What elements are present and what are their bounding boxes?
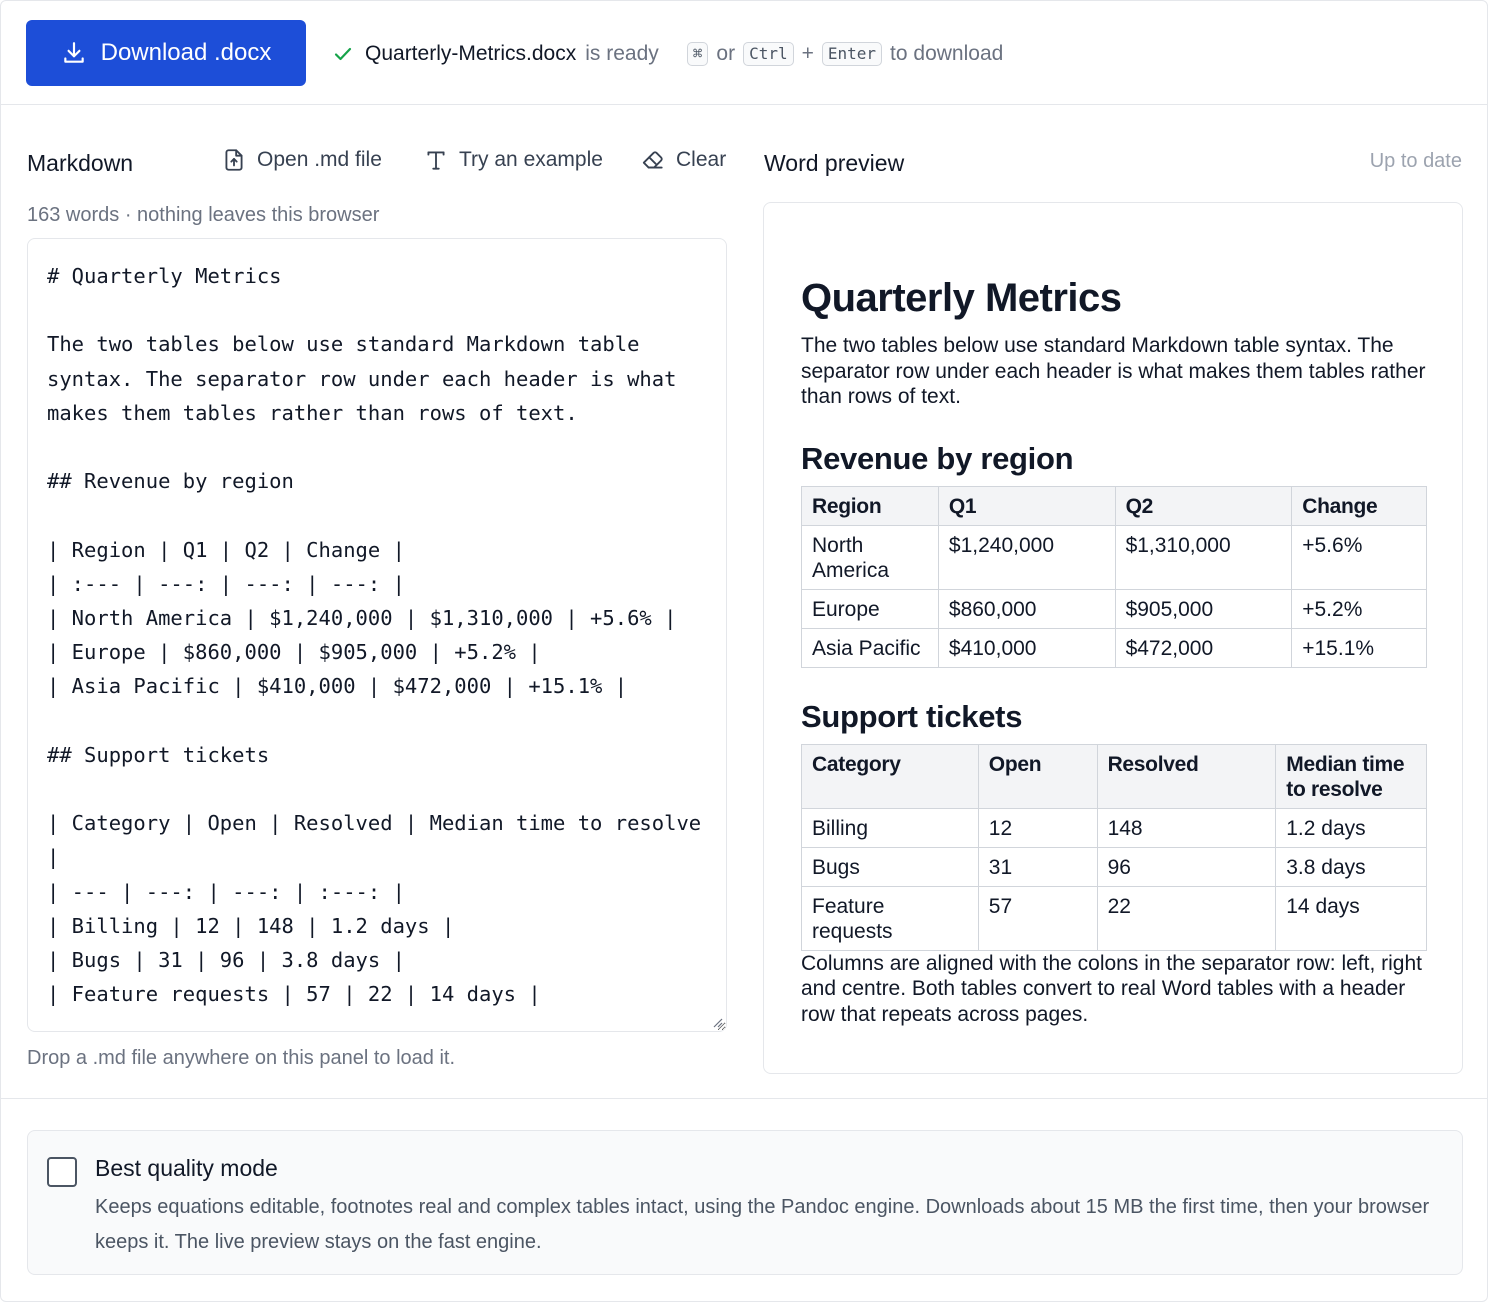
table-cell: $410,000 [937, 627, 1116, 668]
download-docx-button[interactable]: Download .docx [26, 20, 306, 86]
doc-intro-paragraph: The two tables below use standard Markdo… [801, 334, 1426, 408]
table-cell: 1.2 days [1275, 807, 1427, 848]
table-cell: +15.1% [1291, 627, 1427, 668]
doc-closing-paragraph: Columns are aligned with the colons in t… [801, 951, 1422, 1026]
table-row: Europe $860,000 $905,000 +5.2% [801, 588, 1427, 629]
preview-pane-title: Word preview [764, 150, 905, 176]
quality-mode-panel: Best quality mode Keeps equations editab… [27, 1130, 1463, 1275]
table-cell: Europe [801, 588, 939, 629]
drop-hint: Drop a .md file anywhere on this panel t… [27, 1047, 456, 1069]
eraser-icon [642, 151, 663, 169]
table-cell: 148 [1096, 807, 1277, 848]
file-upload-icon [225, 149, 243, 171]
try-example-label: Try an example [459, 148, 603, 171]
table-row: Feature requests 57 22 14 days [801, 885, 1427, 951]
table-header-cell: Change [1291, 485, 1427, 526]
table-cell: 14 days [1275, 885, 1427, 951]
support-table: Category Open Resolved Median time to re… [801, 743, 1427, 951]
best-quality-description: Keeps equations editable, footnotes real… [95, 1196, 1430, 1253]
kbd-cmd: ⌘ [686, 42, 709, 66]
revenue-table: Region Q1 Q2 Change North America $1,240… [801, 485, 1427, 668]
download-status: Quarterly-Metrics.docx is ready ⌘ or Ctr… [331, 39, 1011, 69]
kbd-ctrl: Ctrl [743, 42, 794, 66]
resize-grip-icon[interactable] [711, 1016, 723, 1028]
shortcut-suffix: to download [890, 42, 1004, 65]
table-row: Asia Pacific $410,000 $472,000 +15.1% [801, 627, 1427, 668]
preview-status: Up to date [1369, 150, 1462, 172]
clear-button[interactable]: Clear [640, 147, 726, 173]
table-header-cell: Q2 [1114, 485, 1293, 526]
cell-text: Feature requests [812, 894, 893, 943]
table-cell: Bugs [801, 846, 979, 887]
status-text: is ready [585, 42, 659, 65]
shortcut-or: or [716, 42, 736, 65]
table-cell: 57 [977, 885, 1098, 951]
table-cell: Feature requests [801, 885, 979, 951]
table-row: North America $1,240,000 $1,310,000 +5.6… [801, 524, 1427, 590]
cell-text: North America [812, 533, 890, 582]
section-divider [1, 1098, 1487, 1099]
word-preview-panel: Quarterly Metrics The two tables below u… [763, 202, 1463, 1074]
doc-heading-1: Quarterly Metrics [801, 276, 1122, 320]
doc-heading-revenue: Revenue by region [801, 440, 1074, 476]
table-cell: +5.2% [1291, 588, 1427, 629]
table-cell: Billing [801, 807, 979, 848]
try-example-button[interactable]: Try an example [423, 147, 603, 173]
clear-label: Clear [676, 148, 727, 171]
table-cell: $860,000 [937, 588, 1116, 629]
table-cell: +5.6% [1291, 524, 1427, 590]
table-row: Billing 12 148 1.2 days [801, 807, 1427, 848]
word-count-meta: 163 words · nothing leaves this browser [27, 204, 380, 226]
table-header-cell: Category [801, 743, 979, 809]
best-quality-checkbox[interactable] [47, 1157, 77, 1187]
doc-heading-support: Support tickets [801, 698, 1023, 734]
table-cell: 96 [1096, 846, 1277, 887]
table-cell: $472,000 [1114, 627, 1293, 668]
table-row: Bugs 31 96 3.8 days [801, 846, 1427, 887]
download-button-label: Download .docx [100, 39, 272, 66]
table-cell: $905,000 [1114, 588, 1293, 629]
table-cell: 3.8 days [1275, 846, 1427, 887]
table-cell: $1,240,000 [937, 524, 1116, 590]
table-cell: $1,310,000 [1114, 524, 1293, 590]
markdown-pane-title: Markdown [27, 150, 134, 176]
table-header-cell: Open [977, 743, 1098, 809]
download-icon [63, 42, 84, 63]
kbd-enter: Enter [821, 42, 883, 66]
top-bar: Download .docx Quarterly-Metrics.docx is… [1, 1, 1487, 105]
table-cell: 12 [977, 807, 1098, 848]
open-md-file-button[interactable]: Open .md file [221, 147, 382, 173]
table-header-cell: Median time to resolve [1275, 743, 1427, 809]
table-header-cell: Resolved [1096, 743, 1277, 809]
table-cell: North America [801, 524, 939, 590]
preview-document: Quarterly Metrics The two tables below u… [801, 273, 1427, 1027]
table-cell: 22 [1096, 885, 1277, 951]
table-header-cell: Q1 [937, 485, 1116, 526]
best-quality-title[interactable]: Best quality mode [95, 1155, 278, 1181]
table-header-row: Category Open Resolved Median time to re… [801, 743, 1427, 809]
table-header-row: Region Q1 Q2 Change [801, 485, 1427, 526]
text-icon [427, 151, 445, 170]
markdown-editor[interactable]: # Quarterly Metrics The two tables below… [27, 238, 727, 1032]
table-header-cell: Region [801, 485, 939, 526]
table-cell: Asia Pacific [801, 627, 939, 668]
status-filename: Quarterly-Metrics.docx [365, 42, 577, 65]
open-md-file-label: Open .md file [257, 148, 382, 171]
shortcut-plus: + [801, 42, 814, 65]
table-cell: 31 [977, 846, 1098, 887]
check-icon [334, 47, 352, 61]
